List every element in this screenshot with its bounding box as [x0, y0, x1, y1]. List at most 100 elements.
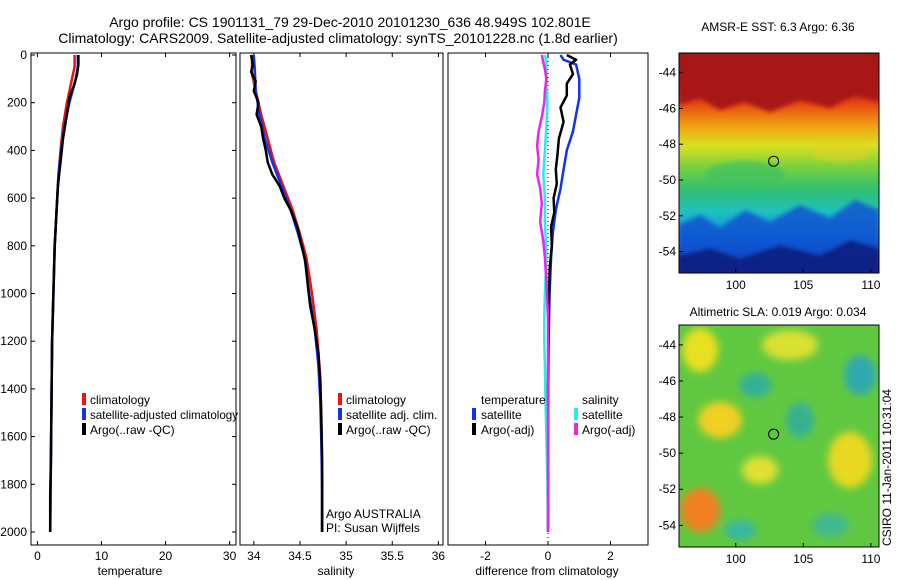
depth-tick-label: 1800	[0, 477, 27, 491]
depth-tick-label: 0	[20, 48, 27, 62]
legend-header-temperature: temperature	[481, 393, 546, 407]
depth-tick-label: 600	[7, 191, 27, 205]
sla-map-title: Altimetric SLA: 0.019 Argo: 0.034	[690, 305, 867, 319]
lon-tick-label: 110	[861, 278, 880, 292]
salinity-xlabel: salinity	[318, 564, 355, 578]
difference-xlabel: difference from climatology	[475, 564, 618, 578]
depth-tick-label: 200	[7, 96, 27, 110]
legend-label-sal-argo: Argo(-adj)	[582, 423, 635, 437]
series-argo-raw-qc-	[249, 54, 324, 532]
legend-swatch-satellite-adj	[338, 408, 342, 420]
x-tick-label: -2	[480, 549, 491, 563]
salinity-xticks: 34 34.5 35 35.5 36	[247, 53, 445, 563]
sla-high-2	[762, 330, 818, 360]
legend-header-salinity: salinity	[582, 393, 619, 407]
sla-low-5	[724, 520, 756, 540]
series-argo-raw-qc-	[48, 55, 80, 532]
x-tick-label: 2	[607, 549, 614, 563]
sla-high-6	[742, 456, 778, 484]
lat-tick-label: -50	[659, 446, 677, 460]
x-tick-label: 0	[545, 549, 552, 563]
salinity-panel: 34 34.5 35 35.5 36 salinity climatology sate…	[239, 52, 445, 578]
legend-label-satellite-adjusted: satellite-adjusted climatology	[90, 408, 238, 422]
lat-tick-label: -46	[659, 374, 677, 388]
figure-title-line2: Climatology: CARS2009. Satellite-adjuste…	[58, 30, 618, 46]
temperature-axes	[30, 52, 237, 546]
temperature-xlabel: temperature	[98, 564, 163, 578]
lat-tick-label: -54	[659, 518, 677, 532]
legend-label-argo: Argo(..raw -QC)	[346, 423, 431, 437]
sst-warm-front	[679, 53, 879, 112]
lon-tick-label: 110	[861, 552, 880, 566]
x-tick-label: 20	[159, 549, 173, 563]
legend-label-satellite-adj: satellite adj. clim.	[346, 408, 437, 422]
sst-map-field	[679, 53, 879, 273]
x-tick-label: 34.5	[288, 549, 312, 563]
lat-tick-label: -44	[659, 338, 677, 352]
difference-xticks: -2 0 2	[480, 53, 614, 563]
sla-map-field	[679, 325, 879, 547]
x-tick-label: 35.5	[381, 549, 405, 563]
sla-high-3	[698, 402, 742, 438]
legend-label-argo: Argo(..raw -QC)	[90, 423, 175, 437]
lat-tick-label: -54	[659, 245, 677, 259]
x-tick-label: 30	[223, 549, 237, 563]
sla-high-1	[682, 328, 718, 372]
lat-tick-label: -48	[659, 410, 677, 424]
depth-tick-label: 1600	[0, 430, 27, 444]
csiro-timestamp-stamp: CSIRO 11-Jan-2011 10:31:04	[880, 389, 894, 546]
lat-tick-label: -52	[659, 482, 677, 496]
salinity-axes	[239, 52, 444, 546]
difference-legend: temperature salinity satellite Argo(-adj…	[472, 393, 635, 437]
salinity-legend: climatology satellite adj. clim. Argo(..…	[338, 393, 437, 437]
legend-swatch-climatology	[338, 393, 342, 405]
legend-label-sal-satellite: satellite	[582, 408, 623, 422]
legend-swatch-sal-satellite	[574, 408, 578, 420]
difference-panel: -2 0 2 difference from climatology tempera…	[447, 52, 649, 578]
sst-argo-location-marker	[768, 155, 780, 167]
depth-tick-label: 1200	[0, 334, 27, 348]
sst-yellow-patch	[810, 138, 870, 162]
sla-field-texture	[680, 328, 876, 540]
legend-swatch-sal-argo	[574, 423, 578, 435]
difference-lines	[535, 53, 581, 533]
legend-swatch-satellite-adjusted	[82, 408, 86, 420]
sla-low-2	[844, 355, 876, 395]
x-tick-label: 10	[95, 549, 109, 563]
depth-tick-label: 800	[7, 239, 27, 253]
sst-ticks: 100 105 110 -44 -46 -48 -50 -52 -54	[659, 66, 881, 292]
sla-map-panel: Altimetric SLA: 0.019 Argo: 0.034 100 105…	[659, 305, 881, 566]
temperature-lines	[48, 55, 80, 533]
series-salinity-argo-adj-	[535, 54, 550, 532]
figure-title-line1: Argo profile: CS 1901131_79 29-Dec-2010 …	[109, 14, 591, 30]
legend-swatch-temp-satellite	[472, 408, 476, 420]
lat-tick-label: -52	[659, 209, 677, 223]
sla-argo-location-marker	[768, 428, 780, 440]
legend-swatch-climatology	[82, 393, 86, 405]
lat-tick-label: -44	[659, 66, 677, 80]
legend-swatch-temp-argo	[472, 423, 476, 435]
lon-tick-label: 100	[726, 278, 746, 292]
sla-high-5	[680, 488, 720, 532]
lon-tick-label: 105	[793, 552, 813, 566]
legend-label-climatology: climatology	[346, 393, 406, 407]
depth-tick-label: 2000	[0, 525, 27, 539]
lon-tick-label: 100	[726, 552, 746, 566]
temperature-legend: climatology satellite-adjusted climatolo…	[82, 393, 238, 437]
lon-tick-label: 105	[793, 278, 813, 292]
legend-label-temp-satellite: satellite	[481, 408, 522, 422]
argo-program-annotation: Argo AUSTRALIA	[326, 507, 421, 521]
lat-tick-label: -50	[659, 173, 677, 187]
sst-map-title: AMSR-E SST: 6.3 Argo: 6.36	[701, 20, 855, 34]
x-tick-label: 35	[339, 549, 353, 563]
sst-green-patch	[705, 161, 785, 189]
sst-field-texture	[679, 53, 879, 273]
depth-tick-label: 1400	[0, 382, 27, 396]
pi-annotation: PI: Susan Wijffels	[326, 521, 420, 535]
lat-tick-label: -48	[659, 137, 677, 151]
sla-low-4	[812, 513, 848, 537]
depth-tick-label: 400	[7, 143, 27, 157]
sla-high-4	[828, 432, 872, 488]
